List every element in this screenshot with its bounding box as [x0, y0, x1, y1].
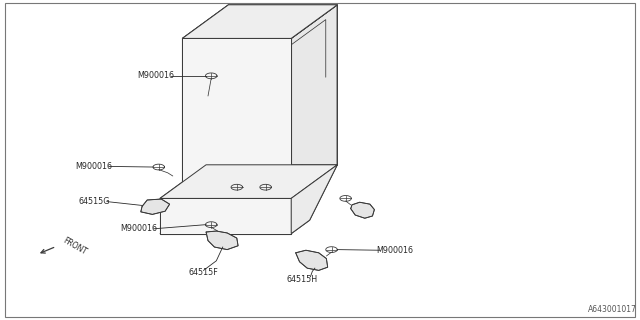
- Polygon shape: [160, 198, 291, 234]
- Text: 64515H: 64515H: [287, 275, 317, 284]
- Polygon shape: [206, 231, 238, 250]
- Polygon shape: [160, 165, 337, 198]
- Text: 64515G: 64515G: [79, 197, 110, 206]
- Polygon shape: [182, 5, 337, 38]
- Polygon shape: [291, 5, 337, 198]
- Polygon shape: [182, 38, 291, 198]
- Text: M900016: M900016: [120, 224, 157, 233]
- Text: A643001017: A643001017: [588, 305, 637, 314]
- Text: 64515F: 64515F: [189, 268, 218, 277]
- Text: M900016: M900016: [137, 71, 174, 80]
- Polygon shape: [141, 199, 170, 214]
- Text: FRONT: FRONT: [61, 236, 88, 257]
- Polygon shape: [296, 250, 328, 270]
- Polygon shape: [351, 202, 374, 218]
- Text: M900016: M900016: [75, 162, 112, 171]
- Polygon shape: [291, 165, 337, 234]
- Text: M900016: M900016: [376, 246, 413, 255]
